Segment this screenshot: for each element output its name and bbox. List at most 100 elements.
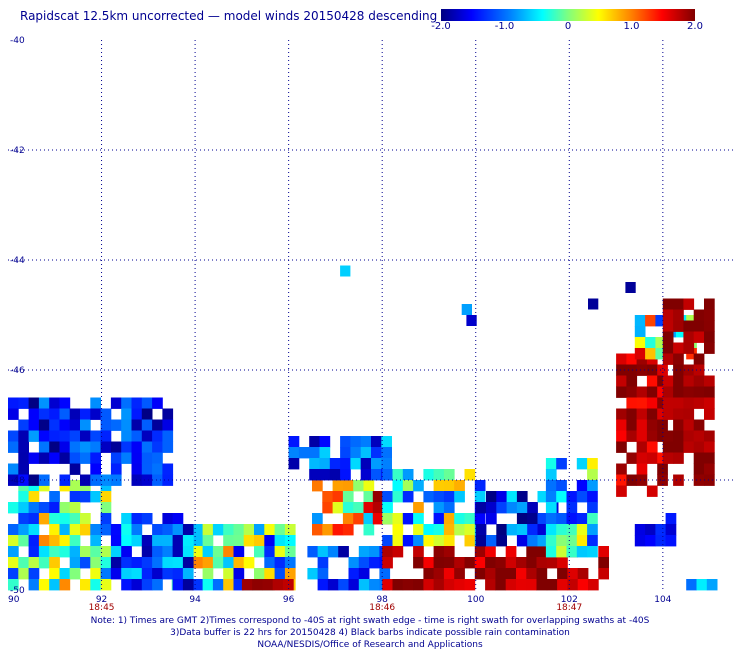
wind-cell: [317, 579, 329, 591]
wind-cell: [413, 480, 424, 492]
wind-cell: [131, 535, 143, 547]
wind-cell: [567, 579, 579, 591]
wind-cell: [254, 535, 265, 547]
wind-cell: [461, 304, 472, 315]
wind-cell: [636, 364, 648, 376]
wind-cell: [475, 535, 487, 547]
wind-cell: [657, 408, 668, 420]
wind-cell: [8, 441, 19, 453]
wind-cell: [18, 513, 29, 525]
wind-cell: [454, 557, 465, 569]
wind-cell: [262, 579, 274, 591]
wind-cell: [18, 452, 29, 464]
wind-cell: [319, 469, 331, 481]
wind-cell: [616, 430, 627, 442]
latitude-tick-label: -48: [10, 476, 25, 486]
longitude-tick-label: 92: [96, 595, 107, 605]
wind-cell: [152, 430, 163, 442]
wind-cell: [69, 430, 81, 442]
wind-cell: [288, 436, 300, 448]
wind-cell: [28, 568, 40, 580]
wind-cell: [545, 491, 557, 503]
wind-cell: [121, 535, 132, 547]
wind-cell: [264, 568, 275, 580]
wind-cell: [28, 452, 40, 464]
wind-cell: [392, 535, 404, 547]
wind-cell: [433, 513, 445, 525]
wind-cell: [340, 265, 351, 277]
wind-cell: [69, 463, 81, 475]
longitude-tick-label: 102: [561, 595, 578, 605]
wind-cell: [59, 452, 71, 464]
wind-cell: [80, 452, 91, 464]
wind-cell: [152, 579, 163, 591]
wind-cell: [474, 480, 486, 492]
wind-cell: [59, 535, 71, 547]
wind-cell: [233, 579, 245, 591]
wind-cell: [673, 452, 684, 464]
wind-cell: [342, 480, 354, 492]
wind-cell: [360, 447, 372, 459]
wind-cell: [646, 485, 658, 497]
wind-cell: [317, 557, 329, 569]
wind-cell: [69, 557, 81, 569]
wind-cell: [131, 513, 143, 525]
wind-cell: [693, 397, 705, 409]
wind-cell: [38, 408, 50, 420]
wind-cell: [233, 568, 245, 580]
wind-cell: [626, 474, 638, 486]
wind-cell: [319, 447, 331, 459]
wind-cell: [49, 408, 60, 420]
wind-cell: [626, 397, 638, 409]
wind-cell: [131, 463, 143, 475]
wind-cell: [141, 430, 153, 442]
wind-cell: [646, 375, 658, 387]
wind-cell: [192, 579, 203, 591]
wind-cell: [704, 386, 715, 398]
wind-cell: [372, 491, 384, 503]
wind-cell: [110, 557, 122, 569]
wind-cell: [59, 441, 71, 453]
wind-cell: [381, 436, 392, 448]
wind-cell: [152, 419, 163, 431]
wind-cell: [683, 298, 695, 310]
wind-cell: [121, 513, 132, 525]
wind-cell: [182, 546, 194, 558]
note-line-3: NOAA/NESDIS/Office of Research and Appli…: [257, 640, 483, 650]
wind-cell: [69, 502, 81, 514]
wind-cell: [141, 568, 153, 580]
wind-cell: [516, 535, 528, 547]
wind-cell: [704, 298, 715, 310]
wind-cell: [545, 524, 557, 536]
wind-cell: [172, 546, 184, 558]
wind-cell: [358, 568, 370, 580]
wind-cell: [90, 463, 101, 475]
wind-cell: [363, 502, 375, 514]
wind-cell: [495, 568, 507, 580]
longitude-tick-label: 104: [654, 595, 671, 605]
wind-cell: [683, 408, 695, 420]
wind-cell: [683, 331, 695, 343]
wind-cell: [693, 441, 705, 453]
wind-cell: [545, 480, 557, 492]
wind-cell: [704, 463, 715, 475]
wind-cell: [182, 524, 194, 536]
wind-cell: [100, 408, 112, 420]
wind-cell: [657, 419, 668, 431]
wind-cell: [657, 364, 668, 376]
wind-cell: [8, 397, 19, 409]
wind-cell: [616, 375, 627, 387]
wind-cell: [557, 557, 568, 569]
wind-cell: [673, 298, 684, 310]
wind-cell: [662, 430, 674, 442]
wind-cell: [464, 579, 476, 591]
wind-cell: [90, 441, 101, 453]
wind-cell: [90, 491, 101, 503]
wind-cell: [662, 386, 674, 398]
wind-cell: [59, 568, 71, 580]
wind-cell: [131, 452, 143, 464]
wind-cell: [495, 579, 507, 591]
wind-cell: [18, 557, 29, 569]
wind-cell: [8, 546, 19, 558]
wind-cell: [413, 502, 424, 514]
